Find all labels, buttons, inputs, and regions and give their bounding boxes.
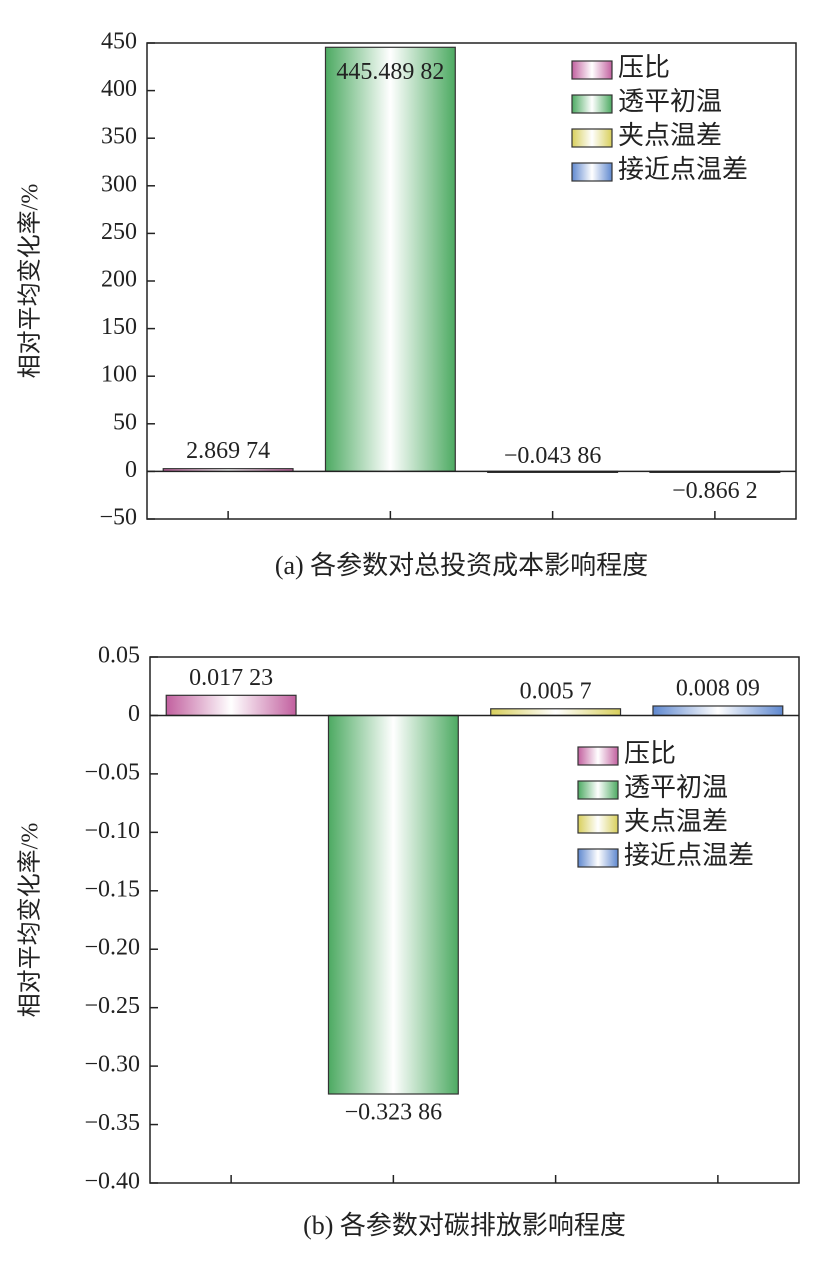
- legend-label: 透平初温: [618, 87, 722, 116]
- y-tick-label: 100: [101, 362, 137, 388]
- legend-swatch: [577, 746, 619, 766]
- data-label: 0.008 09: [676, 675, 760, 701]
- data-label: 445.489 82: [336, 59, 444, 85]
- legend-label: 接近点温差: [618, 155, 748, 184]
- y-tick-label: 50: [113, 409, 137, 435]
- data-label: 0.017 23: [189, 665, 273, 691]
- data-label: −0.866 2: [672, 478, 758, 504]
- data-label: 0.005 7: [520, 678, 592, 704]
- legend-swatch: [577, 780, 619, 800]
- y-tick-label: 450: [101, 29, 137, 55]
- bar: [324, 46, 456, 473]
- data-label: −0.323 86: [345, 1100, 443, 1126]
- legend-label: 压比: [624, 739, 676, 768]
- legend-label: 夹点温差: [624, 807, 728, 836]
- y-tick-label: 0: [128, 701, 140, 727]
- data-label: −0.043 86: [504, 443, 602, 469]
- y-tick-label: 350: [101, 124, 137, 150]
- bar: [165, 694, 297, 717]
- y-tick-label: 400: [101, 76, 137, 102]
- y-tick-label: 0: [125, 457, 137, 483]
- bar: [652, 705, 784, 717]
- caption: (b) 各参数对碳排放影响程度: [303, 1211, 626, 1240]
- y-tick-label: 150: [101, 314, 137, 340]
- y-tick-label: −0.15: [84, 876, 140, 902]
- legend-swatch: [571, 128, 613, 148]
- y-tick-label: 200: [101, 267, 137, 293]
- bar: [490, 708, 622, 717]
- data-label: 2.869 74: [186, 438, 270, 464]
- y-tick-label: −0.20: [84, 935, 140, 961]
- legend-label: 夹点温差: [618, 121, 722, 150]
- legend-swatch: [571, 60, 613, 80]
- y-tick-label: −0.40: [84, 1169, 140, 1195]
- legend-swatch: [577, 814, 619, 834]
- y-tick-label: −0.30: [84, 1052, 140, 1078]
- y-tick-label: −0.35: [84, 1110, 140, 1136]
- y-tick-label: −0.05: [84, 759, 140, 785]
- caption: (a) 各参数对总投资成本影响程度: [275, 551, 648, 580]
- y-tick-label: 300: [101, 171, 137, 197]
- legend-swatch: [577, 848, 619, 868]
- y-tick-label: 250: [101, 219, 137, 245]
- y-axis-label: 相对平均变化率/%: [17, 823, 44, 1018]
- plot-frame: [146, 42, 797, 520]
- y-tick-label: 0.05: [98, 643, 140, 669]
- y-tick-label: −0.10: [84, 818, 140, 844]
- y-tick-label: −0.25: [84, 993, 140, 1019]
- legend-swatch: [571, 162, 613, 182]
- y-tick-label: −50: [99, 505, 137, 531]
- plot-frame: [149, 656, 800, 1184]
- legend-label: 压比: [618, 53, 670, 82]
- legend-label: 透平初温: [624, 773, 728, 802]
- y-axis-label: 相对平均变化率/%: [17, 184, 44, 379]
- legend-label: 接近点温差: [624, 841, 754, 870]
- bar: [327, 714, 459, 1095]
- legend-swatch: [571, 94, 613, 114]
